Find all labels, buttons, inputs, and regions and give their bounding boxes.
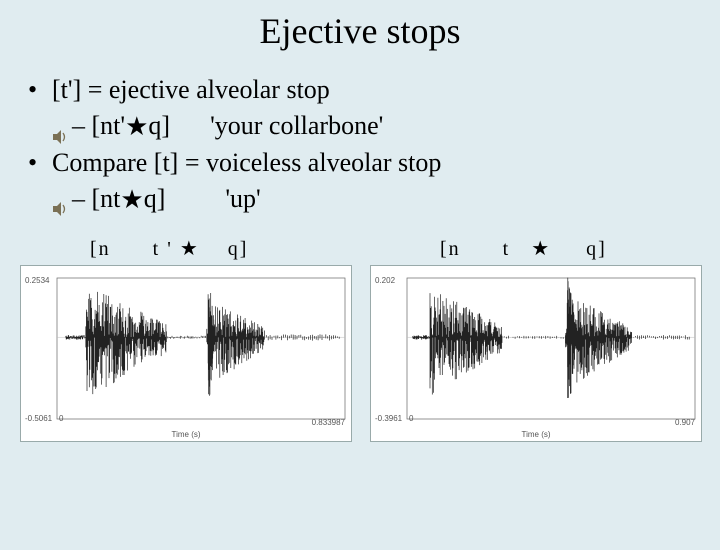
label-n: [n [90,238,111,260]
waveform-right: 0.202 -0.3961 0 0.907 Time (s) [370,265,702,442]
sub-2-b: q] [144,181,166,217]
bullet-1: • [t'] = ejective alveolar stop [28,72,720,108]
spec-label-right: [n t ★ q] [400,236,700,261]
sound-icon[interactable] [52,191,68,207]
sub-1-a: – [nt' [72,108,125,144]
xaxis-title: Time (s) [521,430,550,439]
bullet-list: • [t'] = ejective alveolar stop – [nt' ★… [28,72,720,218]
star-icon: ★ [120,181,143,217]
label-t: t [503,238,511,260]
ylabel-bot: -0.3961 [375,414,402,423]
waveform-left: 0.2534 -0.5061 0 0.833987 Time (s) [20,265,352,442]
star-icon: ★ [125,108,148,144]
sub-2-gloss: 'up' [225,181,260,217]
label-t: t ' [153,238,173,260]
label-n: [n [440,238,461,260]
xlabel-right: 0.833987 [312,418,345,427]
star-icon: ★ [531,238,551,260]
ylabel-top: 0.2534 [25,276,49,285]
spec-label-left: [n t ' ★ q] [90,236,350,261]
spectrogram-labels: [n t ' ★ q] [n t ★ q] [90,236,720,261]
ylabel-top: 0.202 [375,276,395,285]
xlabel-0: 0 [59,414,63,423]
page-title: Ejective stops [0,10,720,52]
waveform-row: 0.2534 -0.5061 0 0.833987 Time (s) 0.202… [20,265,720,442]
sub-1-gloss: 'your collarbone' [210,108,383,144]
bullet-1-text: [t'] = ejective alveolar stop [52,72,330,108]
xlabel-0: 0 [409,414,413,423]
ylabel-bot: -0.5061 [25,414,52,423]
xaxis-title: Time (s) [171,430,200,439]
sound-icon[interactable] [52,119,68,135]
sub-2: – [nt ★ q] 'up' [52,181,720,217]
bullet-2: • Compare [t] = voiceless alveolar stop [28,145,720,181]
xlabel-right: 0.907 [675,418,695,427]
sub-1: – [nt' ★ q] 'your collarbone' [52,108,720,144]
bullet-2-text: Compare [t] = voiceless alveolar stop [52,145,441,181]
label-q: q] [586,238,607,260]
sub-1-b: q] [148,108,170,144]
sub-2-a: – [nt [72,181,120,217]
label-q: q] [228,238,249,260]
star-icon: ★ [180,238,200,260]
